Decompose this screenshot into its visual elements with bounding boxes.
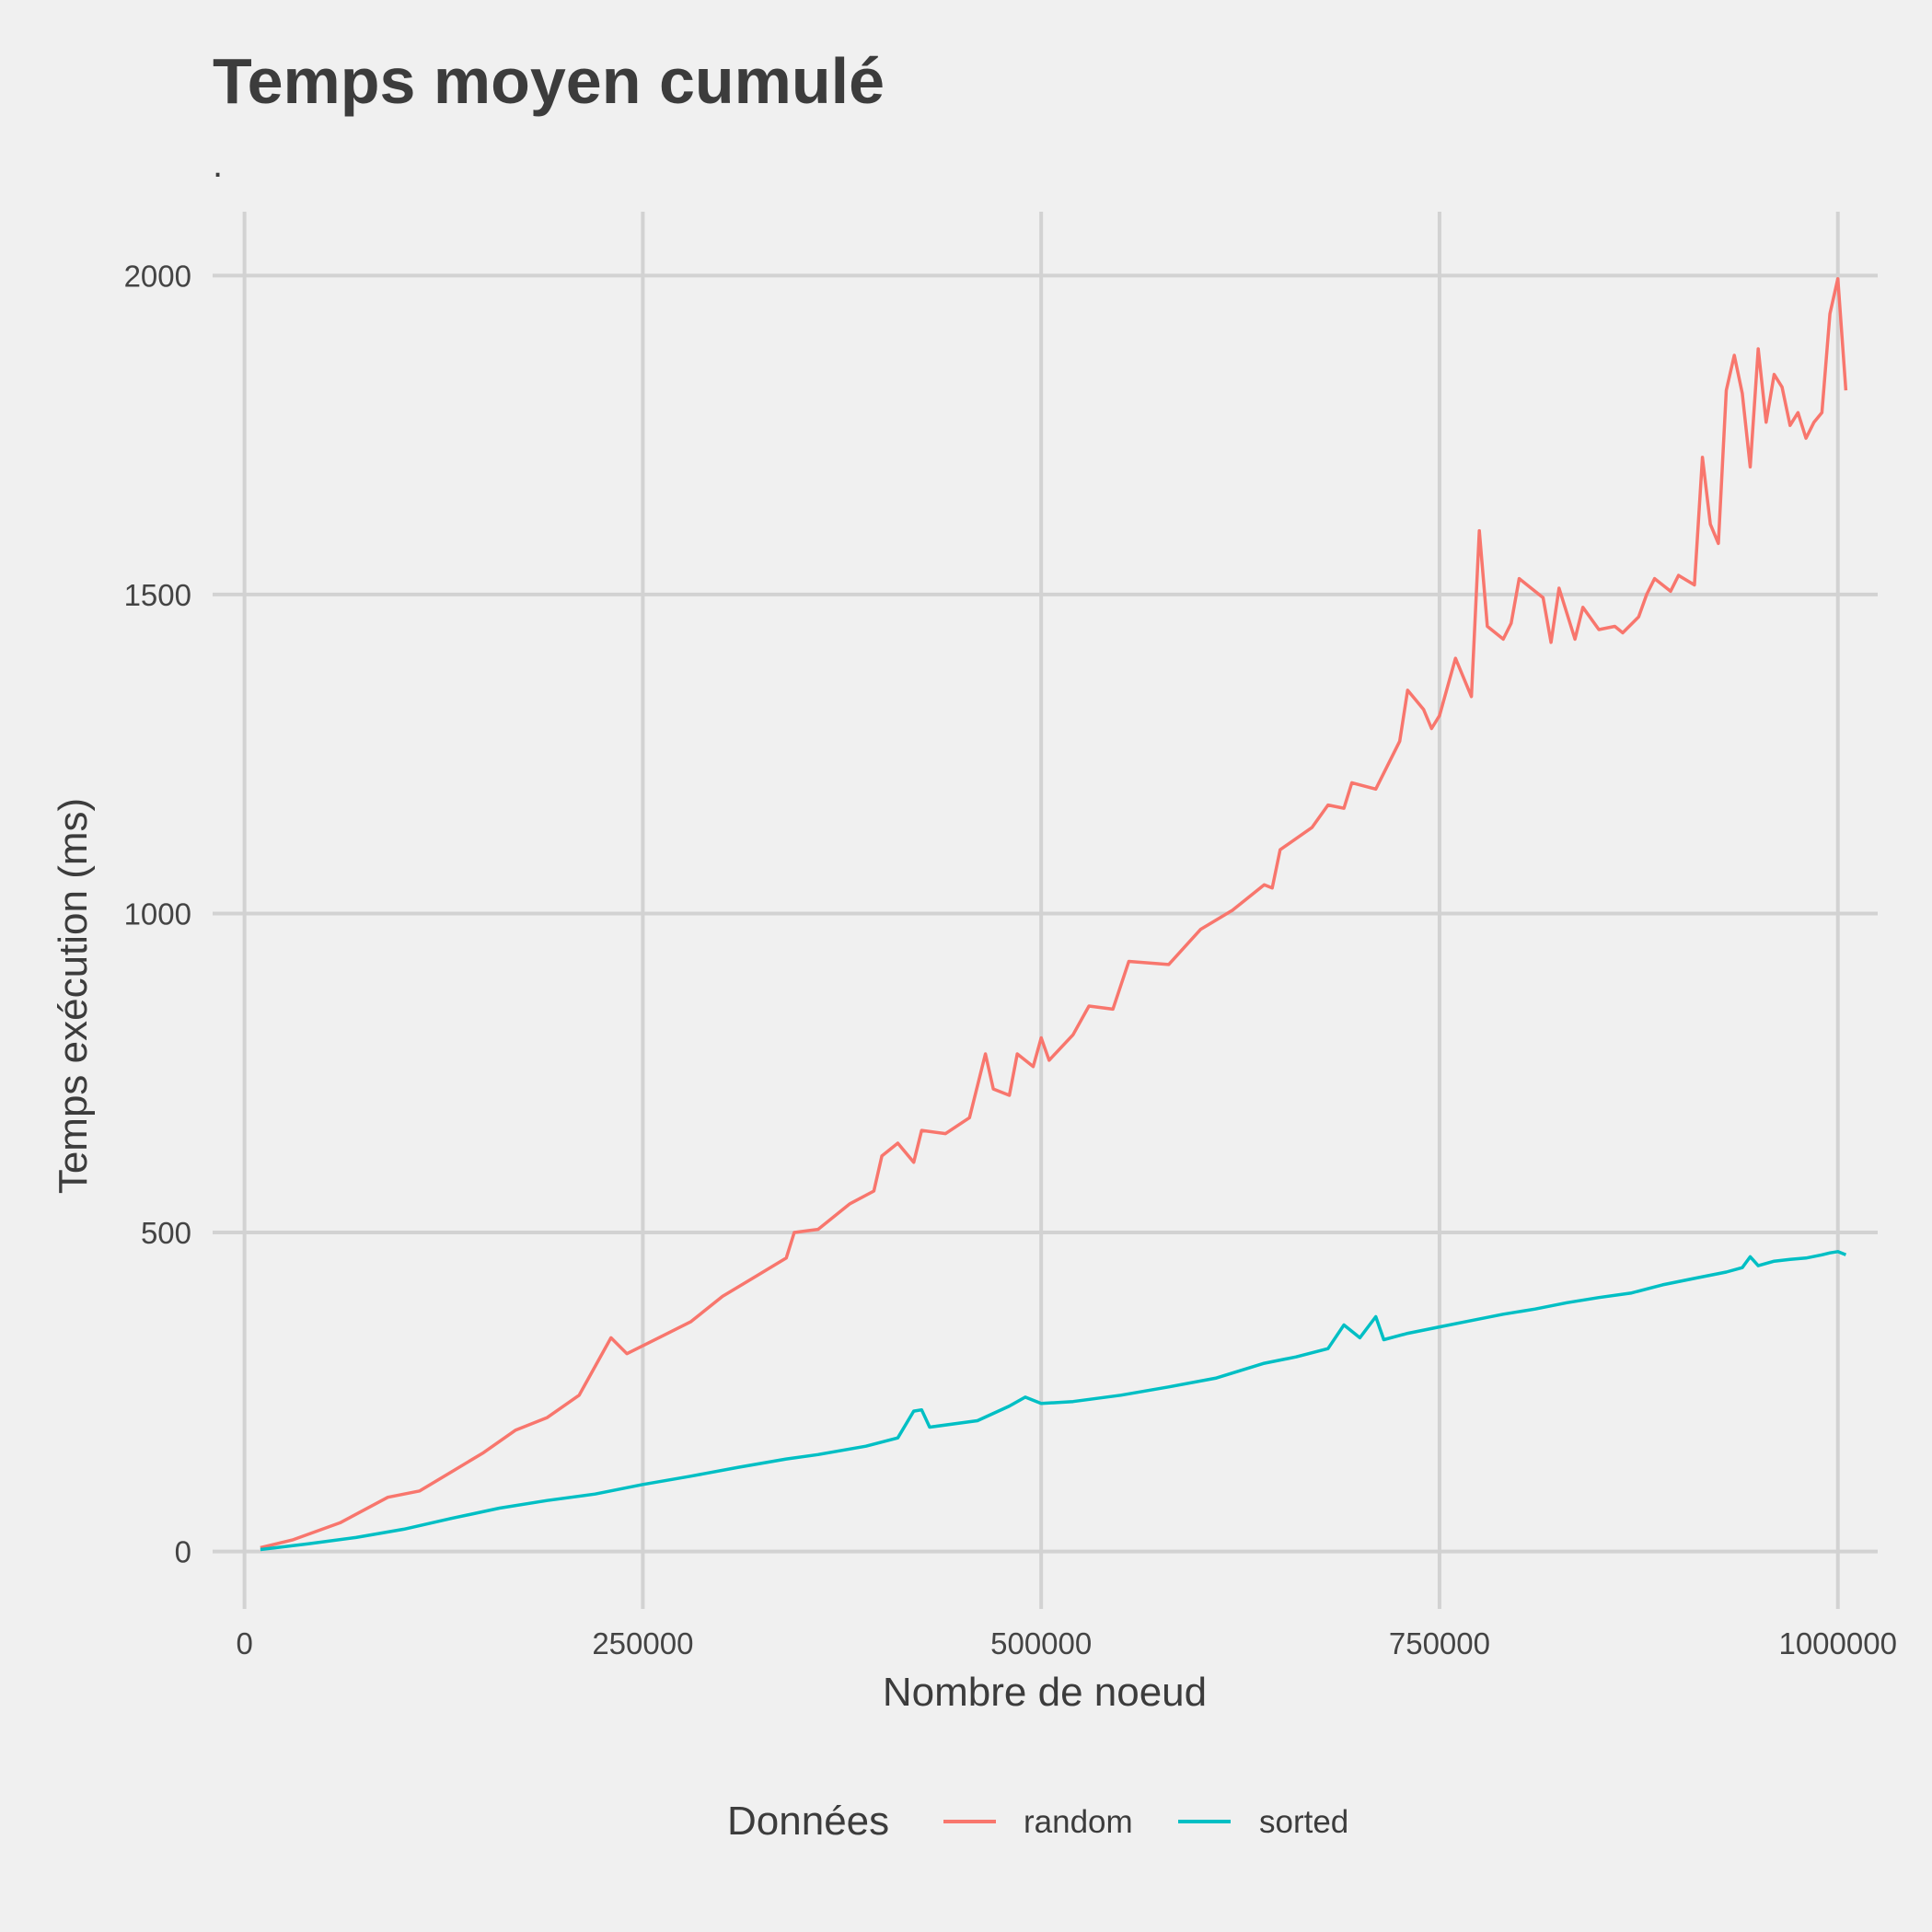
legend-title: Données [727, 1799, 889, 1844]
x-tick-label: 250000 [592, 1626, 693, 1660]
x-axis-label: Nombre de noeud [883, 1670, 1207, 1715]
series-lines [260, 277, 1848, 1552]
y-axis-label: Temps exécution (ms) [51, 798, 96, 1194]
y-tick-label: 1000 [124, 897, 191, 931]
legend-label-sorted: sorted [1259, 1804, 1348, 1840]
x-tick-label: 750000 [1389, 1626, 1490, 1660]
y-tick-label: 500 [141, 1216, 191, 1250]
y-tick-label: 1500 [124, 578, 191, 612]
legend-label-random: random [1024, 1804, 1133, 1840]
y-tick-labels: 0 500 1000 1500 2000 [124, 259, 191, 1568]
y-gridlines [213, 273, 1878, 1554]
x-gridlines [242, 212, 1840, 1609]
x-tick-labels: 0 250000 500000 750000 1000000 [236, 1626, 1897, 1660]
legend: Données random sorted [727, 1799, 1348, 1844]
chart-title: Temps moyen cumulé [213, 45, 885, 117]
series-line-sorted [260, 1250, 1847, 1552]
y-tick-label: 2000 [124, 259, 191, 293]
series-line-random [260, 277, 1848, 1550]
x-tick-label: 1000000 [1778, 1626, 1896, 1660]
x-tick-label: 0 [236, 1626, 252, 1660]
x-tick-label: 500000 [990, 1626, 1092, 1660]
y-tick-label: 0 [175, 1535, 191, 1569]
chart-subtitle: . [213, 145, 223, 185]
